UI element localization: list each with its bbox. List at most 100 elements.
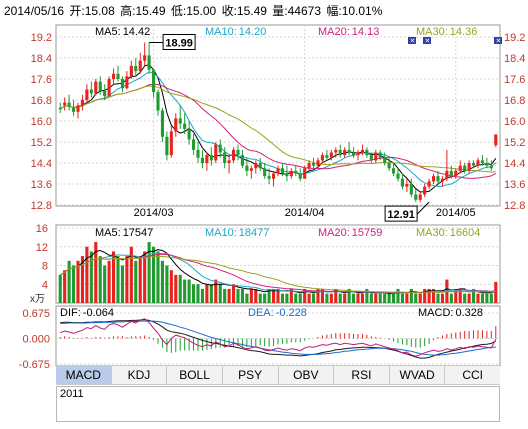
candle: [183, 113, 187, 135]
event-marker-icon[interactable]: ✕: [408, 37, 416, 45]
candle: [494, 134, 498, 148]
time-navigator[interactable]: 2011: [56, 386, 500, 422]
volume-y-tick: 8: [42, 261, 48, 273]
candle: [76, 102, 80, 119]
tab-cci[interactable]: CCI: [445, 366, 500, 385]
candle: [138, 52, 142, 74]
tab-obv[interactable]: OBV: [278, 366, 335, 385]
volume-bar: [316, 288, 320, 303]
volume-bar: [409, 288, 413, 303]
candle: [232, 147, 236, 163]
price-y-tick-left: 14.4: [31, 158, 52, 170]
svg-text:✕: ✕: [496, 37, 502, 45]
candle: [325, 149, 329, 161]
volume-bar: [360, 293, 364, 303]
volume-y-tick: 4: [42, 279, 48, 291]
volume-bar: [289, 288, 293, 303]
price-y-tick-right: 12.8: [504, 200, 525, 212]
tab-kdj[interactable]: KDJ: [111, 366, 168, 385]
event-marker-icon[interactable]: ✕: [494, 37, 502, 45]
price-y-tick-left: 13.6: [31, 179, 52, 191]
candle: [63, 97, 67, 111]
volume-bar: [352, 293, 356, 303]
volume-bar: [160, 260, 164, 303]
tab-macd[interactable]: MACD: [56, 366, 112, 385]
volume-bar: [267, 288, 271, 303]
price-y-tick-right: 16.8: [504, 95, 525, 107]
annotation-label: 12.91: [387, 209, 415, 221]
candle: [427, 178, 431, 190]
candle: [360, 144, 364, 156]
macd-signal-line: [60, 318, 497, 357]
candle: [227, 155, 231, 174]
candle: [267, 168, 271, 184]
volume-bar: [325, 293, 329, 303]
volume-bar: [192, 284, 196, 303]
candle: [436, 170, 440, 184]
volume-bar: [440, 293, 444, 303]
price-x-label: 2014/03: [134, 207, 174, 219]
volume-bar: [200, 288, 204, 303]
volume-bar: [116, 256, 120, 303]
price-y-tick-left: 12.8: [31, 200, 52, 212]
volume-bar: [458, 288, 462, 303]
candle: [258, 157, 262, 171]
candle: [405, 178, 409, 192]
candle: [458, 160, 462, 174]
tab-wvad[interactable]: WVAD: [389, 366, 446, 385]
volume-bar: [369, 293, 373, 303]
candle: [320, 152, 324, 163]
candle: [392, 163, 396, 177]
volume-bar: [418, 293, 422, 303]
volume-bar: [463, 293, 467, 303]
candle: [347, 142, 351, 156]
header-close: 15.49: [237, 4, 267, 18]
tab-psy[interactable]: PSY: [222, 366, 279, 385]
candle: [472, 160, 476, 169]
candle: [387, 157, 391, 171]
volume-bar: [112, 251, 116, 303]
volume-bar: [174, 274, 178, 303]
candle: [169, 126, 173, 158]
candle: [80, 94, 84, 111]
svg-text:2014/05/16 开:15.08 高:1: 2014/05/16 开:15.08 高:15.49 低:15.00 收:15.…: [4, 3, 383, 18]
volume-bar: [223, 288, 227, 303]
candle: [276, 165, 280, 177]
price-y-tick-right: 14.4: [504, 158, 525, 170]
volume-bar: [396, 288, 400, 303]
candle: [89, 81, 93, 98]
volume-bar: [169, 270, 173, 303]
volume-bar: [329, 293, 333, 303]
volume-bar: [298, 293, 302, 303]
candle: [414, 189, 418, 203]
volume-bar: [476, 293, 480, 303]
macd-dea-legend: DEA: -0.228: [248, 307, 307, 319]
volume-bar: [152, 246, 156, 303]
header-high: 15.49: [135, 4, 165, 18]
candle: [72, 100, 76, 116]
header-high-label: 高:: [120, 3, 135, 18]
tab-rsi[interactable]: RSI: [334, 366, 390, 385]
candle: [103, 84, 107, 100]
volume-y-tick: 16: [36, 223, 48, 235]
candle: [329, 149, 333, 161]
candle: [316, 157, 320, 169]
price-y-tick-right: 17.6: [504, 74, 525, 86]
candle: [334, 147, 338, 158]
event-marker-icon[interactable]: ✕: [423, 37, 431, 45]
candle: [280, 163, 284, 177]
candle: [400, 173, 404, 190]
header-volume: 44673: [288, 4, 322, 18]
volume-bar: [378, 293, 382, 303]
candle: [378, 149, 382, 161]
volume-bar: [338, 293, 342, 303]
volume-bar: [312, 293, 316, 303]
volume-bar: [120, 265, 124, 303]
candle: [396, 168, 400, 182]
tab-boll[interactable]: BOLL: [167, 366, 223, 385]
annotation-leader: [416, 201, 430, 215]
macd-y-tick: 0.675: [22, 308, 50, 320]
volume-bar: [183, 279, 187, 303]
candle: [152, 68, 156, 98]
volume-bar: [320, 288, 324, 303]
